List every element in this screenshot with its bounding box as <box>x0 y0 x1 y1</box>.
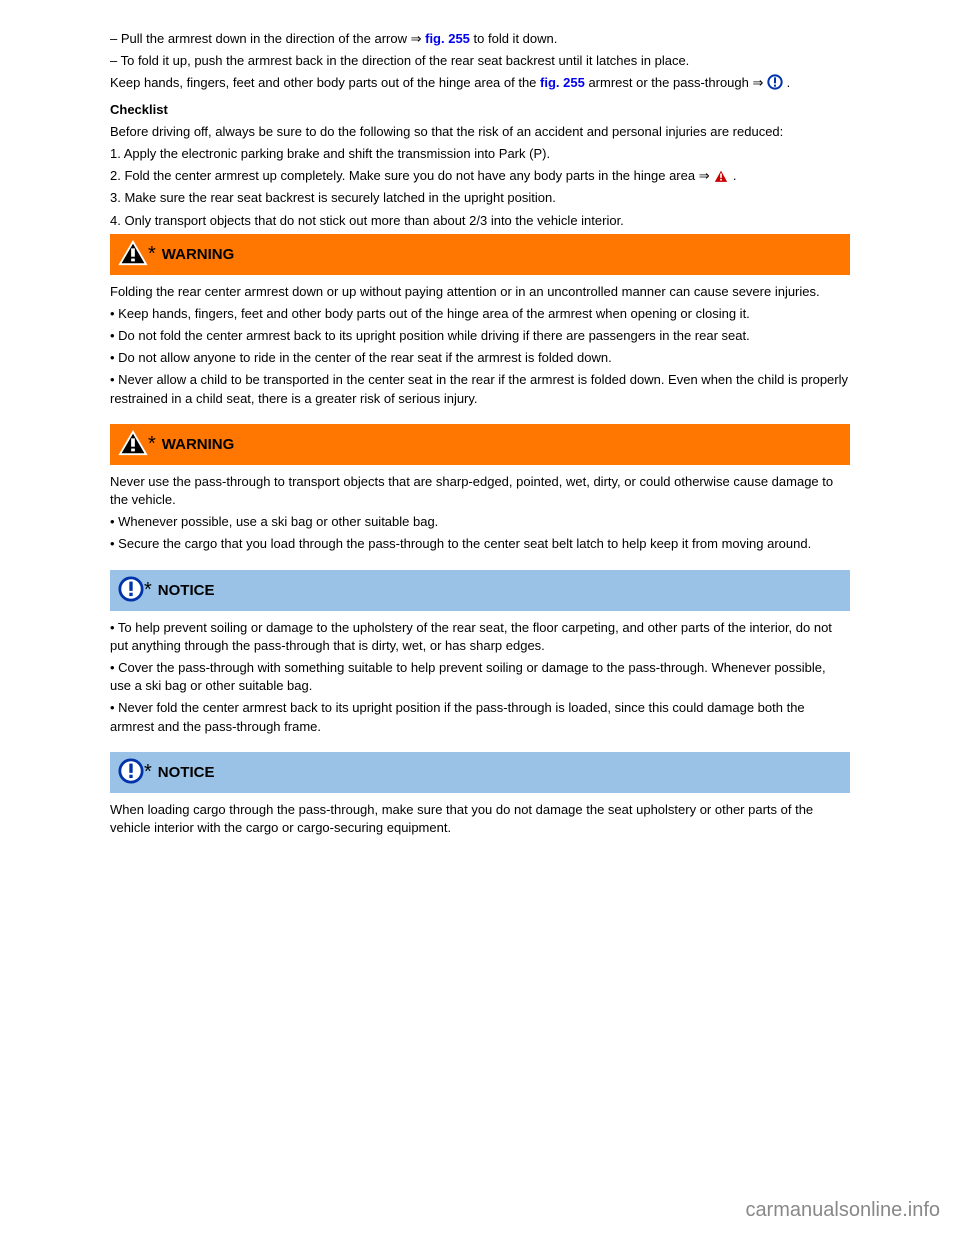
warning1-lead: Folding the rear center armrest down or … <box>110 283 850 301</box>
warning-ref-icon <box>713 169 729 183</box>
warning2-b2: • Secure the cargo that you load through… <box>110 535 850 553</box>
notice1-b3: • Never fold the center armrest back to … <box>110 699 850 735</box>
fig-link-255b[interactable]: fig. 255 <box>540 75 585 90</box>
warning-bar-1: * WARNING <box>110 234 850 275</box>
warning-bar-2: * WARNING <box>110 424 850 465</box>
notice1-b1: • To help prevent soiling or damage to t… <box>110 619 850 655</box>
notice-circle-icon <box>118 576 144 605</box>
notice-bar-1: * NOTICE <box>110 570 850 611</box>
warning-triangle-icon <box>118 430 148 459</box>
warning-triangle-icon <box>118 240 148 269</box>
warning1-b1: • Keep hands, fingers, feet and other bo… <box>110 305 850 323</box>
checklist-item-3: 3. Make sure the rear seat backrest is s… <box>110 189 850 207</box>
checklist-heading: Checklist <box>110 101 850 119</box>
notice2-lead: When loading cargo through the pass-thro… <box>110 801 850 837</box>
warning1-b3: • Do not allow anyone to ride in the cen… <box>110 349 850 367</box>
fig-link-255a[interactable]: fig. 255 <box>425 31 470 46</box>
notice-body-1: • To help prevent soiling or damage to t… <box>110 619 850 736</box>
notice-circle-icon <box>118 758 144 787</box>
para-fold-up: – To fold it up, push the armrest back i… <box>110 52 850 70</box>
notice-ref-icon <box>767 74 783 90</box>
warning-label-1: WARNING <box>162 246 235 263</box>
notice1-b2: • Cover the pass-through with something … <box>110 659 850 695</box>
para-hinge-warning: Keep hands, fingers, feet and other body… <box>110 74 850 92</box>
warning-body-2: Never use the pass-through to transport … <box>110 473 850 554</box>
warning2-b1: • Whenever possible, use a ski bag or ot… <box>110 513 850 531</box>
checklist-item-2: 2. Fold the center armrest up completely… <box>110 167 850 185</box>
warning2-lead: Never use the pass-through to transport … <box>110 473 850 509</box>
notice-label-2: NOTICE <box>158 764 215 781</box>
warning-body-1: Folding the rear center armrest down or … <box>110 283 850 408</box>
notice-body-2: When loading cargo through the pass-thro… <box>110 801 850 837</box>
para-fold-down: – Pull the armrest down in the direction… <box>110 30 850 48</box>
notice-bar-2: * NOTICE <box>110 752 850 793</box>
warning1-b2: • Do not fold the center armrest back to… <box>110 327 850 345</box>
notice-label-1: NOTICE <box>158 582 215 599</box>
warning-label-2: WARNING <box>162 436 235 453</box>
warning1-b4: • Never allow a child to be transported … <box>110 371 850 407</box>
checklist-item-1: 1. Apply the electronic parking brake an… <box>110 145 850 163</box>
manual-page: – Pull the armrest down in the direction… <box>0 0 960 837</box>
watermark: carmanualsonline.info <box>745 1199 940 1222</box>
checklist-intro: Before driving off, always be sure to do… <box>110 123 850 141</box>
checklist-item-4: 4. Only transport objects that do not st… <box>110 212 850 230</box>
